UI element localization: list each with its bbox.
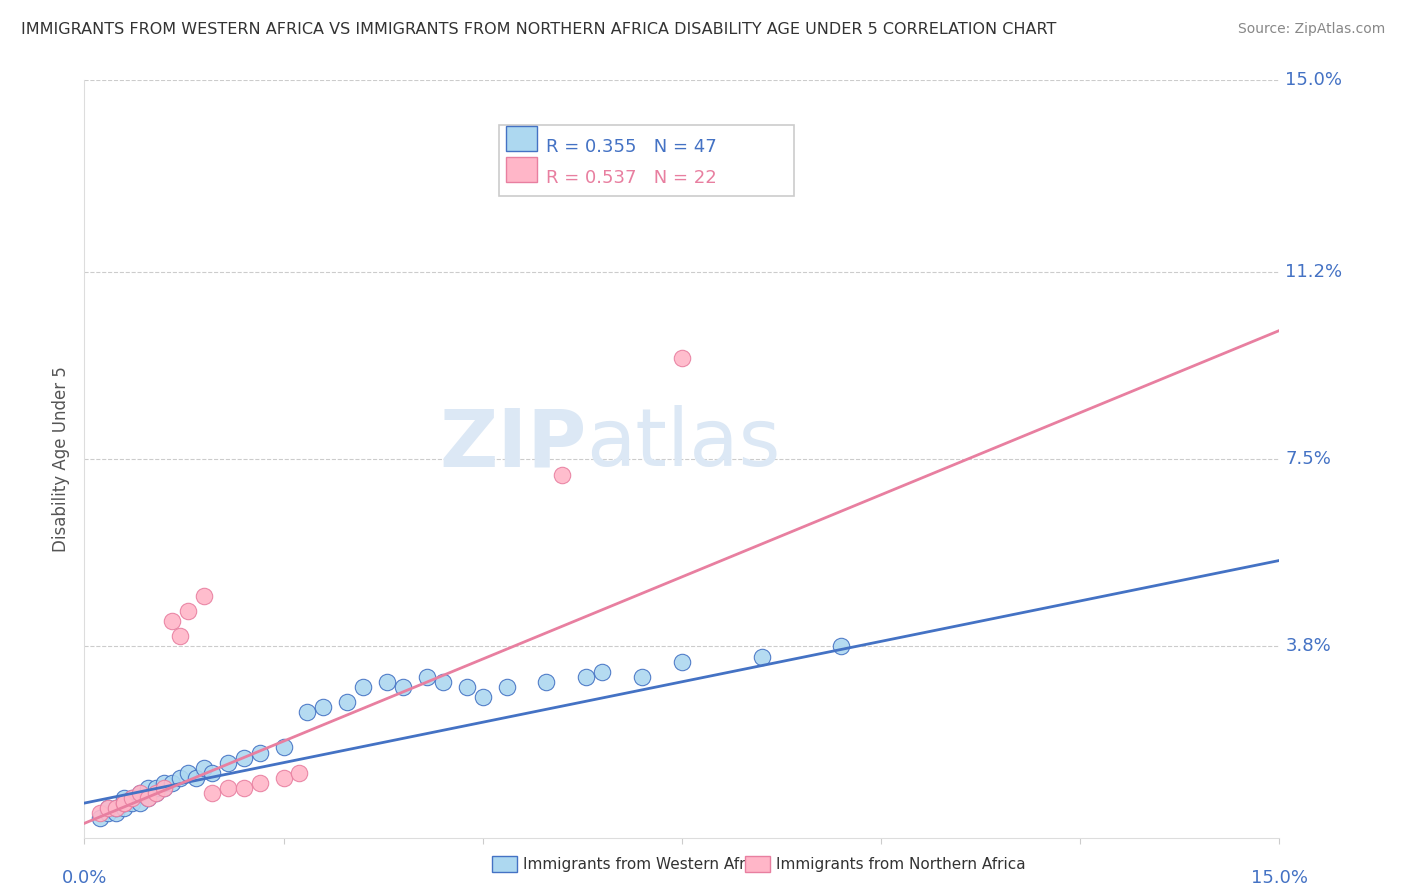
- Point: [129, 786, 152, 800]
- Point: [89, 806, 111, 821]
- Text: IMMIGRANTS FROM WESTERN AFRICA VS IMMIGRANTS FROM NORTHERN AFRICA DISABILITY AGE: IMMIGRANTS FROM WESTERN AFRICA VS IMMIGR…: [21, 22, 1056, 37]
- Text: atlas: atlas: [586, 405, 780, 483]
- Point: [456, 680, 478, 694]
- Point: [160, 776, 183, 790]
- Point: [631, 670, 654, 684]
- Point: [273, 740, 295, 755]
- Point: [217, 756, 239, 770]
- Text: 3.8%: 3.8%: [1285, 638, 1331, 656]
- Point: [97, 806, 120, 821]
- Point: [105, 801, 128, 815]
- Point: [671, 351, 693, 366]
- Text: 15.0%: 15.0%: [1285, 71, 1343, 89]
- Point: [536, 674, 558, 689]
- Point: [575, 670, 598, 684]
- Text: 15.0%: 15.0%: [1251, 869, 1308, 887]
- Point: [432, 674, 454, 689]
- Point: [145, 786, 167, 800]
- Point: [375, 674, 398, 689]
- Point: [97, 801, 120, 815]
- Point: [121, 791, 143, 805]
- Text: 11.2%: 11.2%: [1285, 263, 1343, 281]
- Point: [312, 700, 335, 714]
- Point: [751, 649, 773, 664]
- Text: 7.5%: 7.5%: [1285, 450, 1331, 468]
- Point: [112, 796, 135, 810]
- Point: [129, 796, 152, 810]
- Point: [201, 765, 224, 780]
- Point: [177, 604, 200, 618]
- Point: [288, 765, 311, 780]
- Text: Immigrants from Northern Africa: Immigrants from Northern Africa: [776, 857, 1026, 871]
- Point: [136, 791, 159, 805]
- Point: [105, 806, 128, 821]
- Point: [352, 680, 374, 694]
- Point: [297, 705, 319, 719]
- Point: [471, 690, 494, 704]
- Point: [392, 680, 415, 694]
- Point: [145, 780, 167, 795]
- Point: [169, 771, 191, 785]
- Text: R = 0.537   N = 22: R = 0.537 N = 22: [546, 169, 716, 187]
- Text: 0.0%: 0.0%: [62, 869, 107, 887]
- Point: [193, 761, 215, 775]
- Point: [232, 750, 254, 764]
- Point: [97, 801, 120, 815]
- Point: [232, 780, 254, 795]
- Text: Source: ZipAtlas.com: Source: ZipAtlas.com: [1237, 22, 1385, 37]
- Point: [112, 791, 135, 805]
- Point: [184, 771, 207, 785]
- Y-axis label: Disability Age Under 5: Disability Age Under 5: [52, 367, 70, 552]
- Point: [153, 780, 176, 795]
- Point: [112, 796, 135, 810]
- Point: [416, 670, 439, 684]
- Point: [112, 801, 135, 815]
- Point: [249, 776, 271, 790]
- Point: [249, 746, 271, 760]
- Point: [671, 655, 693, 669]
- Point: [145, 786, 167, 800]
- Text: Immigrants from Western Africa: Immigrants from Western Africa: [523, 857, 768, 871]
- Point: [193, 589, 215, 603]
- Point: [217, 780, 239, 795]
- Point: [273, 771, 295, 785]
- Point: [830, 640, 852, 654]
- Point: [136, 791, 159, 805]
- Point: [153, 776, 176, 790]
- Point: [136, 780, 159, 795]
- Point: [201, 786, 224, 800]
- Point: [336, 695, 359, 709]
- Point: [121, 796, 143, 810]
- Point: [153, 780, 176, 795]
- Point: [495, 680, 517, 694]
- Point: [129, 786, 152, 800]
- Point: [551, 467, 574, 482]
- Text: ZIP: ZIP: [439, 405, 586, 483]
- Point: [121, 791, 143, 805]
- Point: [105, 801, 128, 815]
- Text: R = 0.355   N = 47: R = 0.355 N = 47: [546, 138, 716, 156]
- Point: [591, 665, 613, 679]
- Point: [160, 614, 183, 628]
- Point: [177, 765, 200, 780]
- Point: [169, 629, 191, 643]
- Point: [655, 174, 678, 188]
- Point: [89, 811, 111, 825]
- Point: [112, 796, 135, 810]
